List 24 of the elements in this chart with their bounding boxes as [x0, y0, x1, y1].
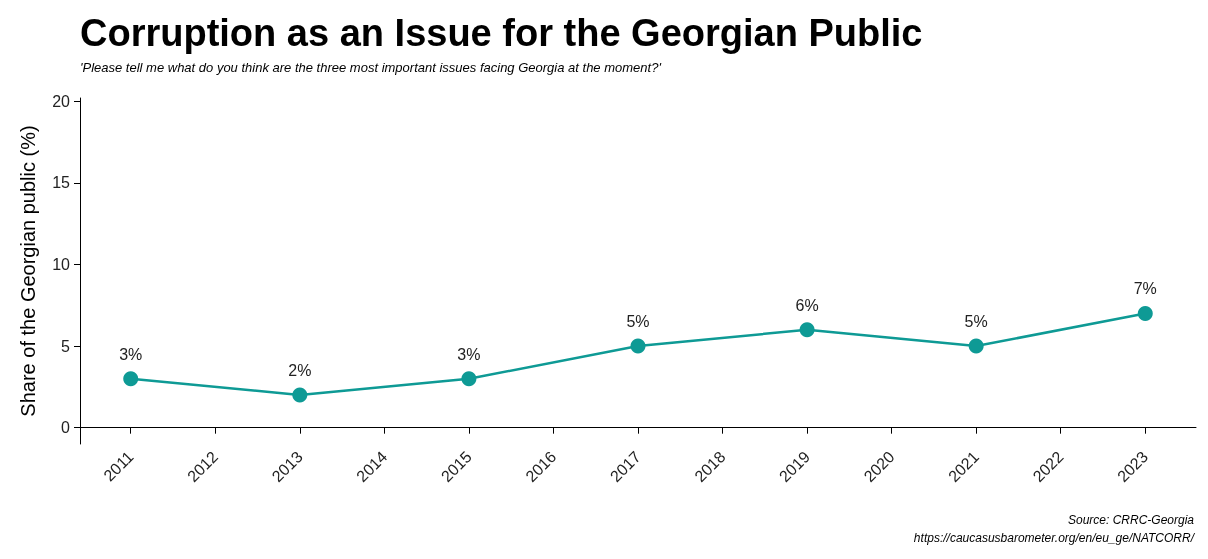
data-label: 7% [1133, 280, 1157, 298]
point [630, 338, 646, 354]
chart-subtitle: 'Please tell me what do you think are the three most important issues facing Georgia at the moment?' [80, 60, 662, 75]
chart-title: Corruption as an Issue for the Georgian Public [80, 12, 923, 54]
y-tick-label: 0 [61, 419, 71, 437]
point [1137, 305, 1153, 321]
y-tick-label: 15 [52, 174, 71, 192]
point [968, 338, 984, 354]
point [461, 371, 477, 387]
data-label: 5% [964, 313, 988, 331]
data-label: 6% [795, 296, 819, 314]
y-tick-label: 5 [61, 337, 71, 355]
point [123, 371, 139, 387]
source-note: Source: CRRC-Georgia [1067, 513, 1195, 527]
data-label: 2% [288, 362, 312, 380]
data-label: 3% [457, 345, 481, 363]
y-axis-title: Share of the Georgian public (%) [17, 125, 39, 417]
y-tick-label: 20 [52, 92, 71, 110]
y-tick-label: 10 [52, 255, 71, 273]
data-label: 5% [626, 313, 650, 331]
point [799, 322, 815, 338]
text: https://caucasusbarometer.org/en/eu_ge/NATCORR/ [913, 531, 1196, 545]
data-label: 3% [119, 345, 143, 363]
point [292, 387, 308, 403]
